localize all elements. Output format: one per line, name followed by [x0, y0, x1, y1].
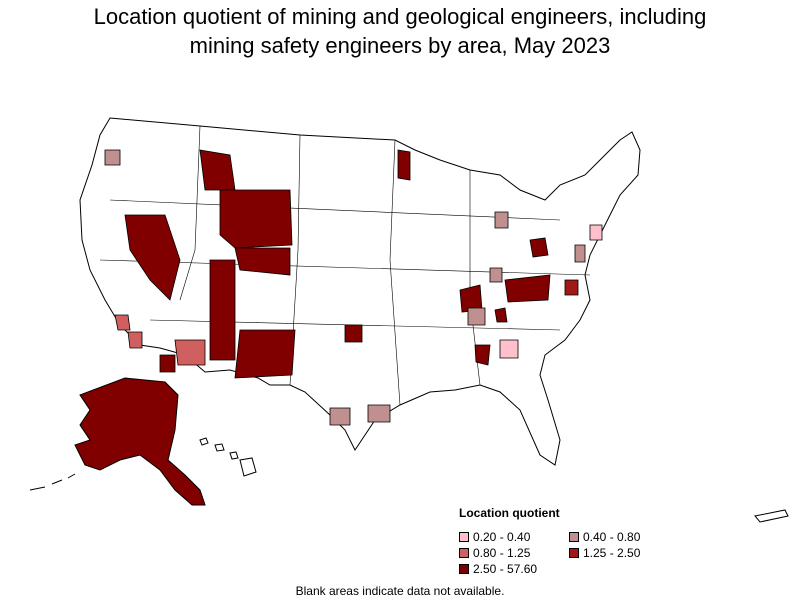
legend-swatch-0 — [459, 532, 469, 542]
pink-areas — [499, 224, 603, 359]
legend-title: Location quotient — [459, 506, 560, 520]
dark-red-areas — [124, 149, 551, 379]
legend-label-1: 0.40 - 0.80 — [583, 530, 641, 544]
title-line-2: mining safety engineers by area, May 202… — [189, 33, 611, 58]
blank-areas-note: Blank areas indicate data not available. — [295, 584, 505, 598]
map-title: Location quotient of mining and geologic… — [0, 2, 800, 60]
legend-item-3: 1.25 - 2.50 — [569, 546, 679, 560]
light-brown-areas — [104, 149, 586, 426]
legend-swatch-2 — [459, 548, 469, 558]
alaska-area — [74, 377, 206, 506]
legend-label-0: 0.20 - 0.40 — [473, 530, 531, 544]
legend-item-1: 0.40 - 0.80 — [569, 530, 679, 544]
puerto-rico — [754, 509, 789, 523]
legend-item-0: 0.20 - 0.40 — [459, 530, 569, 544]
legend-label-3: 1.25 - 2.50 — [583, 546, 641, 560]
legend-swatch-4 — [459, 564, 469, 574]
legend-item-2: 0.80 - 1.25 — [459, 546, 569, 560]
legend-item-4: 2.50 - 57.60 — [459, 562, 569, 576]
legend-label-4: 2.50 - 57.60 — [473, 562, 538, 576]
legend: Location quotient 0.20 - 0.40 0.40 - 0.8… — [459, 506, 679, 576]
legend-swatch-3 — [569, 548, 579, 558]
hawaii-islands — [199, 437, 257, 477]
alaska-islands — [29, 473, 76, 491]
legend-swatch-1 — [569, 532, 579, 542]
title-line-1: Location quotient of mining and geologic… — [93, 4, 707, 29]
legend-label-2: 0.80 - 1.25 — [473, 546, 531, 560]
mid-red-areas — [114, 314, 206, 366]
red-areas — [564, 279, 579, 296]
